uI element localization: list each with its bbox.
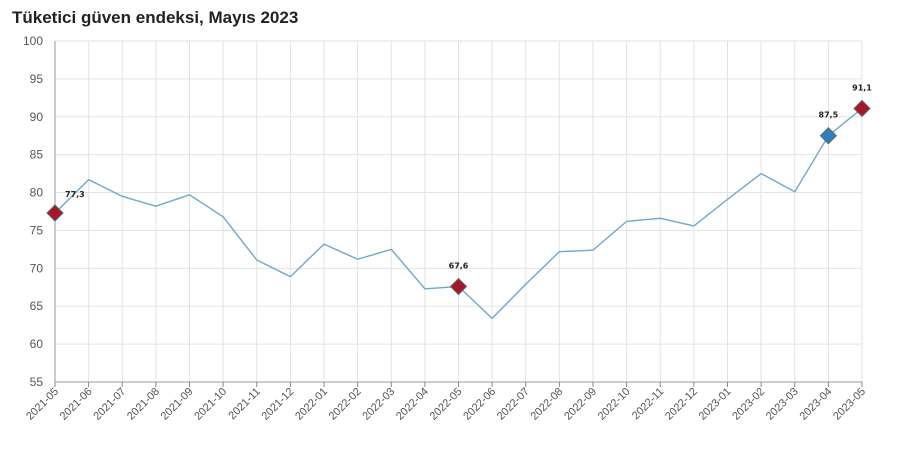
x-tick-label: 2023-03 [764,386,801,423]
y-tick-label: 65 [30,299,44,313]
data-label: 87,5 [819,111,839,120]
x-axis: 2021-052021-062021-072021-082021-092021-… [24,381,868,423]
data-label: 77,3 [65,190,85,199]
y-tick-label: 90 [30,110,44,124]
x-tick-label: 2021-07 [91,386,128,423]
x-tick-label: 2023-05 [831,386,868,423]
x-tick-label: 2022-12 [663,386,700,423]
x-tick-label: 2022-11 [630,386,666,422]
chart-title: Tüketici güven endeksi, Mayıs 2023 [12,8,299,27]
x-tick-label: 2021-11 [226,386,262,422]
y-tick-label: 95 [30,72,44,86]
x-tick-label: 2022-08 [528,386,565,423]
x-tick-label: 2022-09 [562,386,599,423]
x-tick-label: 2022-03 [360,386,397,423]
y-tick-label: 55 [30,375,44,389]
y-tick-label: 80 [30,186,44,200]
x-tick-label: 2022-02 [327,386,364,423]
y-tick-label: 85 [30,148,44,162]
x-tick-label: 2021-08 [125,386,162,423]
highlight-marker [449,277,468,296]
x-tick-label: 2023-04 [797,386,834,423]
x-tick-label: 2022-06 [461,386,498,423]
x-tick-label: 2022-10 [596,386,633,423]
x-tick-label: 2022-04 [394,386,431,423]
highlight-marker [46,204,64,222]
x-tick-label: 2021-09 [159,386,196,423]
x-tick-label: 2021-05 [24,386,61,423]
data-label: 67,6 [449,262,469,271]
y-tick-label: 60 [30,337,44,351]
y-tick-label: 70 [30,261,44,275]
x-tick-label: 2022-05 [428,386,465,423]
x-tick-label: 2022-01 [293,386,330,423]
x-tick-label: 2021-12 [259,386,296,423]
markers: 77,3 67,6 87,5 91,1 [46,83,872,296]
x-tick-label: 2021-06 [58,386,95,423]
x-tick-label: 2022-07 [495,386,532,423]
data-label: 91,1 [852,83,872,92]
y-tick-label: 100 [23,34,43,48]
y-tick-label: 75 [30,223,44,237]
grid [54,40,863,383]
x-tick-label: 2023-02 [730,386,767,423]
highlight-marker [853,99,871,118]
x-tick-label: 2021-10 [192,386,229,423]
x-tick-label: 2023-01 [697,386,734,423]
highlight-marker [819,127,838,145]
